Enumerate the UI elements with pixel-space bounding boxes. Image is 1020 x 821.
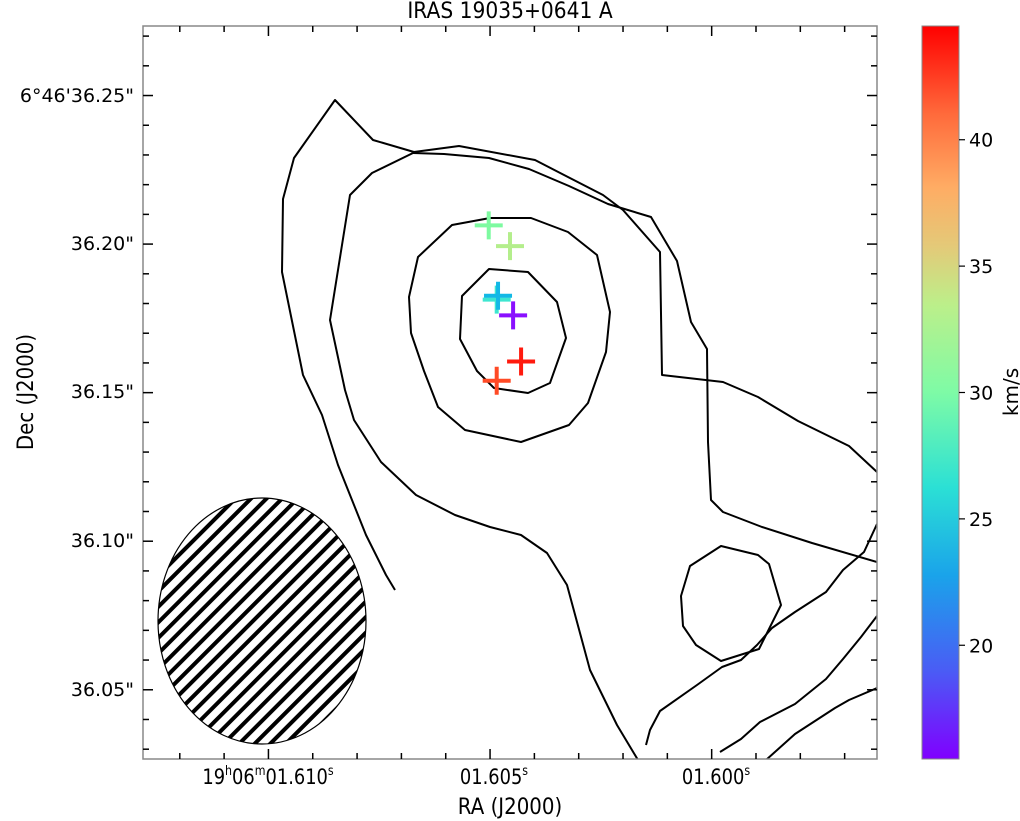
- maser-spot-marker: [484, 281, 513, 310]
- colorbar-ticks: 20 25 30 35 40: [959, 130, 993, 657]
- colorbar-tick-label: 25: [969, 509, 993, 531]
- plot-area: [142, 25, 878, 760]
- contour-line: [408, 217, 611, 443]
- y-tick-label: 6°46'36.25": [20, 85, 134, 107]
- maser-spot-marker: [507, 347, 536, 376]
- y-axis-label: Dec (J2000): [13, 334, 38, 450]
- y-tick-label: 36.20": [71, 233, 134, 255]
- maser-spot-marker: [499, 301, 528, 330]
- y-tick-label: 36.10": [71, 530, 134, 552]
- contour-lines: [281, 99, 877, 759]
- maser-markers: [474, 211, 536, 395]
- contour-line: [645, 523, 877, 746]
- x-axis-label: RA (J2000): [458, 794, 562, 819]
- axis-ticks: [143, 26, 877, 759]
- contour-line: [765, 687, 877, 759]
- x-tick-label: 01.605s: [460, 763, 528, 789]
- contour-line: [459, 268, 567, 394]
- contour-line: [680, 545, 782, 662]
- colorbar-tick-label: 40: [969, 130, 993, 152]
- maser-spot-marker: [496, 232, 524, 261]
- y-tick-label: 36.15": [71, 381, 134, 403]
- chart-title: IRAS 19035+0641 A: [407, 0, 613, 23]
- maser-spot-marker: [474, 211, 503, 240]
- x-tick-labels: 19h06m01.610s 01.605s 01.600s: [202, 763, 750, 789]
- x-tick-label: 19h06m01.610s: [202, 763, 333, 789]
- colorbar-tick-label: 35: [969, 256, 993, 278]
- colorbar-tick-label: 30: [969, 383, 993, 405]
- x-tick-label: 01.600s: [682, 763, 750, 789]
- colorbar-label: km/s: [999, 368, 1020, 416]
- maser-spot-marker: [482, 366, 511, 395]
- contour-line: [412, 152, 877, 563]
- y-tick-label: 36.05": [71, 679, 134, 701]
- colorbar-tick-label: 20: [969, 635, 993, 657]
- contour-line: [329, 152, 639, 759]
- beam-ellipse: [157, 497, 367, 745]
- y-tick-labels: 6°46'36.25" 36.20" 36.15" 36.10" 36.05": [20, 85, 134, 701]
- contour-line: [719, 615, 877, 753]
- colorbar: 20 25 30 35 40 km/s: [921, 25, 1020, 760]
- contour-line: [281, 99, 877, 591]
